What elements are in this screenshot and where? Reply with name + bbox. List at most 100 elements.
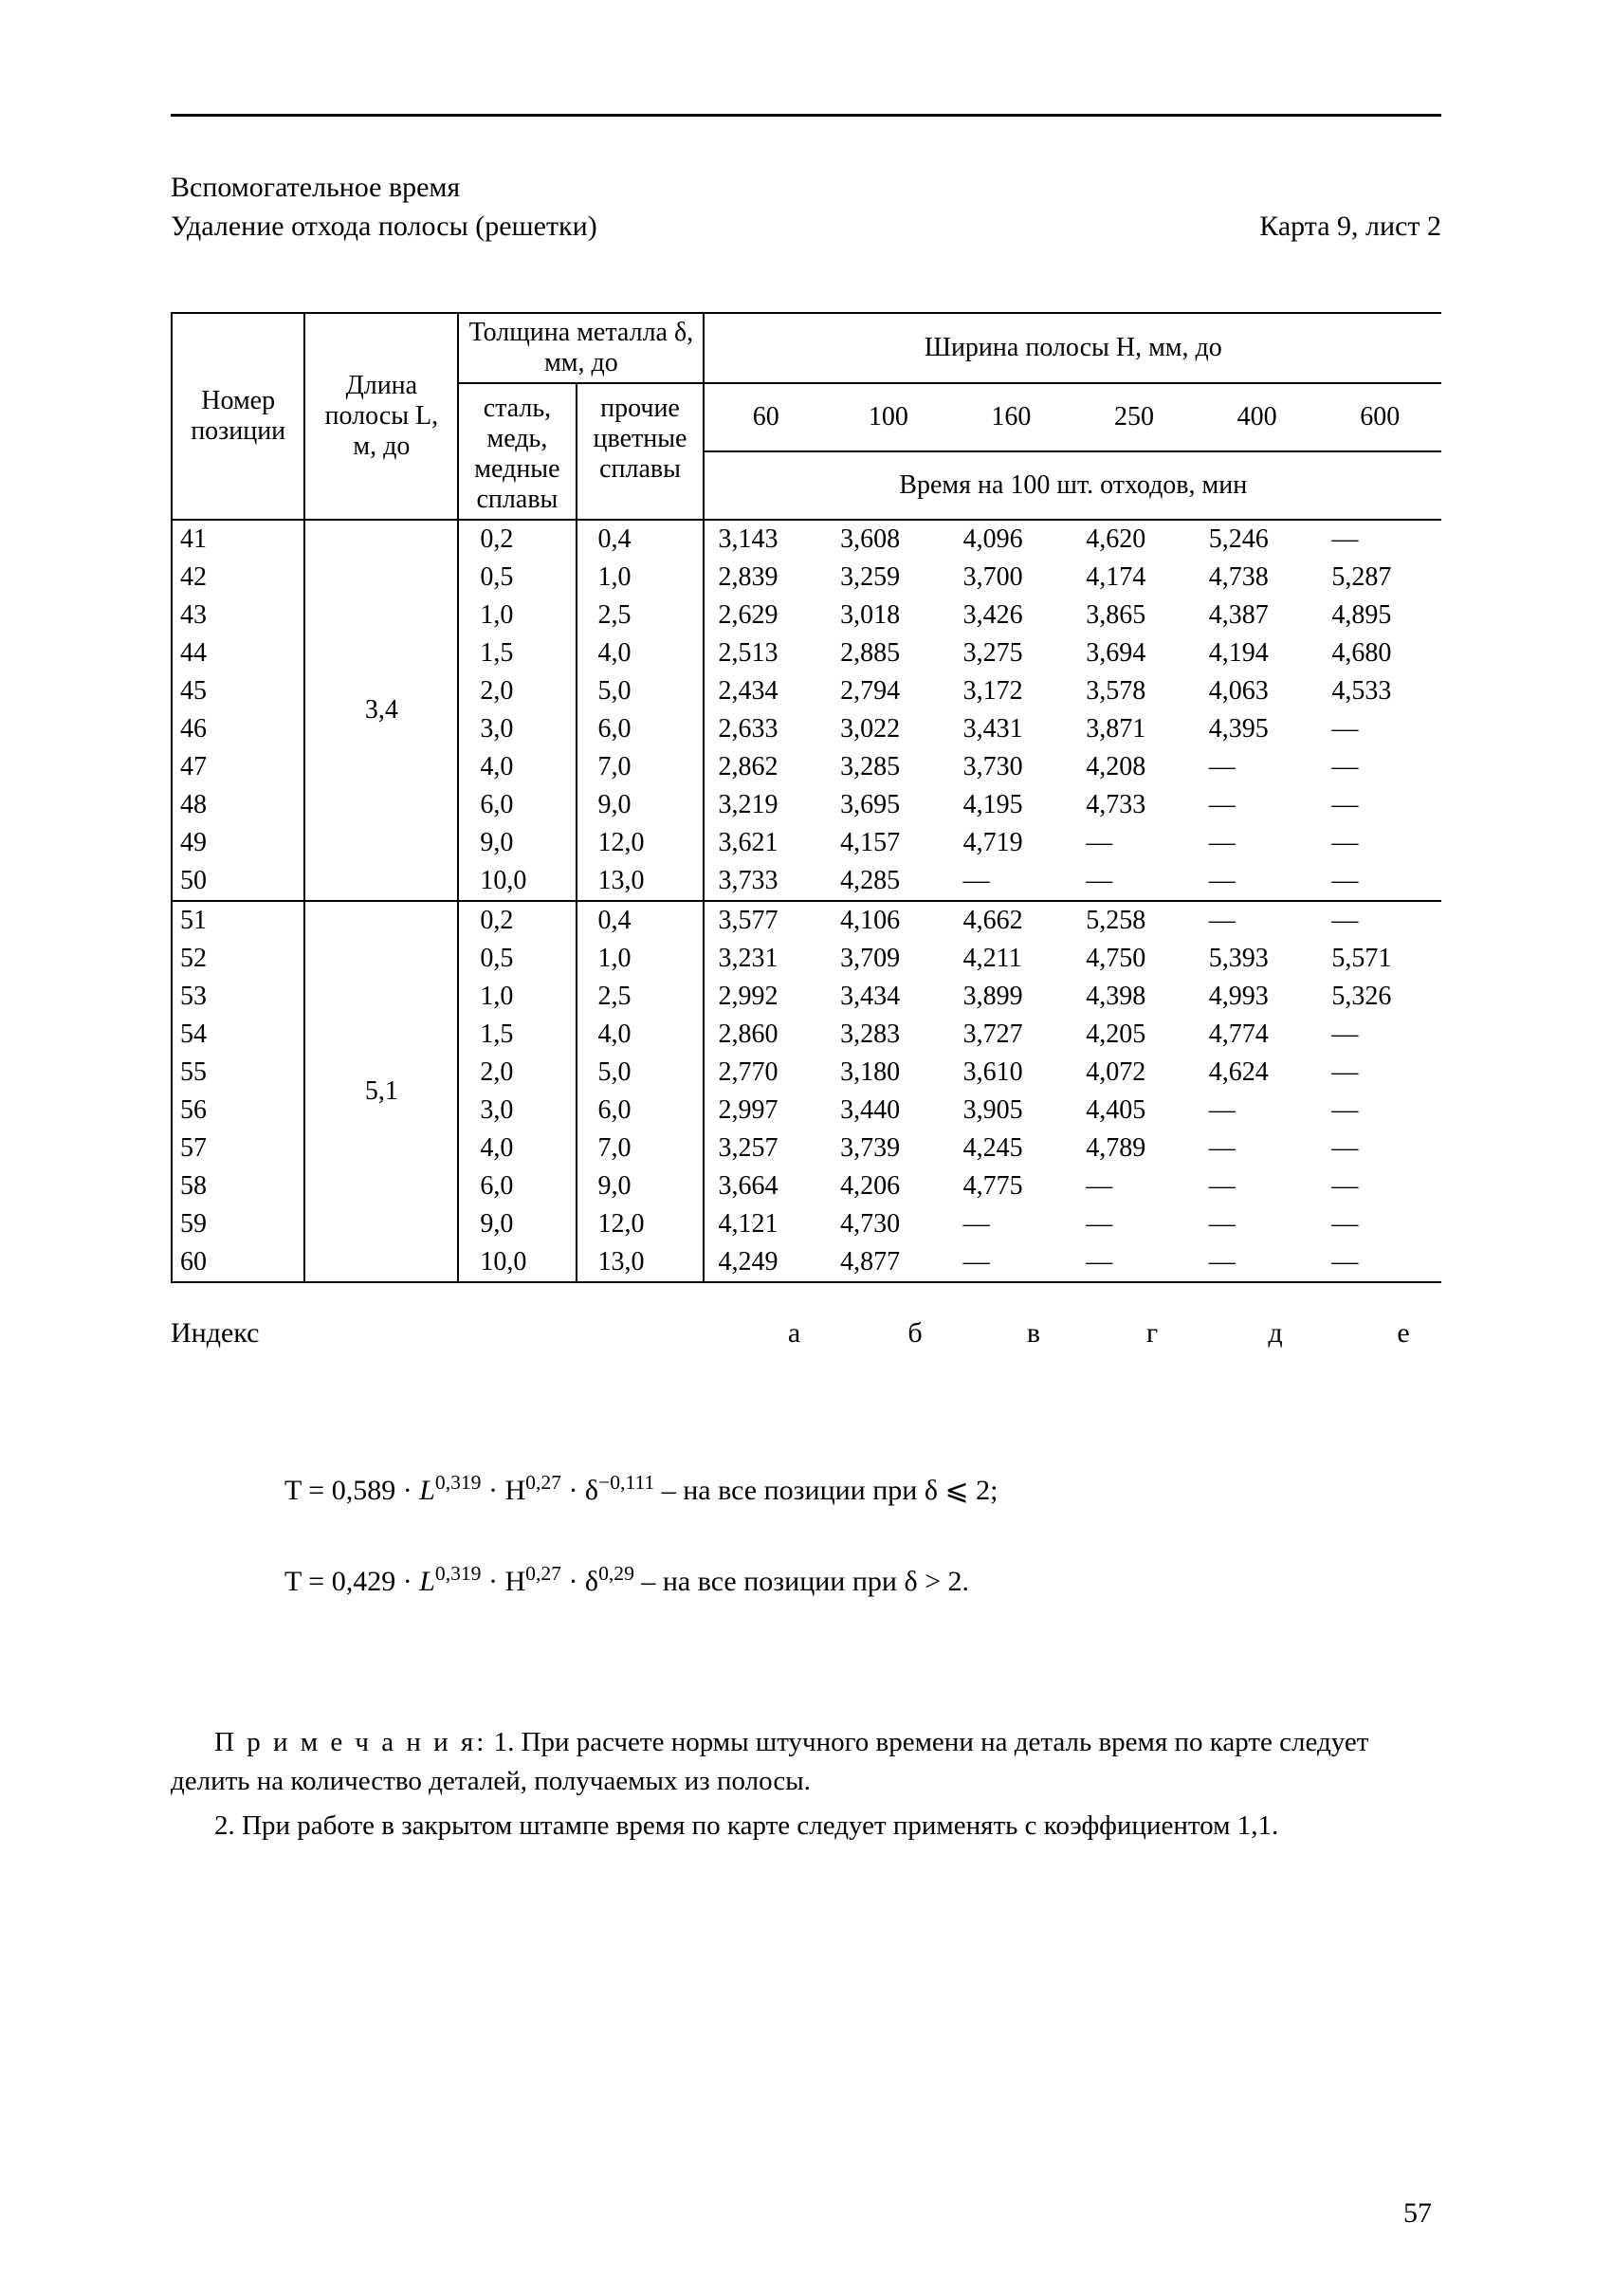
- cell-value: —: [1318, 1243, 1441, 1282]
- cell-value: 4,211: [950, 940, 1073, 978]
- cell-thk1: 6,0: [458, 1167, 576, 1205]
- cell-value: 3,608: [827, 520, 950, 559]
- cell-thk2: 1,0: [577, 559, 705, 597]
- cell-value: 4,285: [827, 862, 950, 901]
- cell-value: —: [1072, 862, 1196, 901]
- cell-value: 3,733: [704, 862, 827, 901]
- cell-value: —: [1196, 1167, 1319, 1205]
- notes-block: П р и м е ч а н и я: 1. При расчете норм…: [171, 1723, 1441, 1846]
- cell-thk1: 2,0: [458, 1054, 576, 1092]
- cell-value: 4,249: [704, 1243, 827, 1282]
- cell-value: —: [950, 1243, 1073, 1282]
- formula-2: T = 0,429 · L0,319 · H0,27 · δ0,29 – на …: [284, 1545, 1441, 1619]
- cell-value: 3,610: [950, 1054, 1073, 1092]
- cell-value: —: [1318, 1016, 1441, 1054]
- cell-value: 3,172: [950, 672, 1073, 710]
- col-pos: Номер позиции: [172, 313, 304, 520]
- cell-value: 4,620: [1072, 520, 1196, 559]
- cell-thk1: 0,2: [458, 520, 576, 559]
- cell-value: —: [1072, 824, 1196, 862]
- cell-length: 5,1: [304, 901, 458, 1282]
- cell-value: —: [1196, 1243, 1319, 1282]
- cell-value: 4,750: [1072, 940, 1196, 978]
- cell-value: 4,395: [1196, 710, 1319, 748]
- col-w400: 400: [1196, 383, 1319, 451]
- cell-value: 3,143: [704, 520, 827, 559]
- f1-post: – на все позиции при δ ⩽ 2;: [654, 1475, 998, 1506]
- cell-thk1: 1,0: [458, 978, 576, 1016]
- cell-value: 3,865: [1072, 597, 1196, 634]
- cell-value: 3,283: [827, 1016, 950, 1054]
- note-1: П р и м е ч а н и я: 1. При расчете норм…: [171, 1723, 1441, 1801]
- cell-value: —: [1318, 862, 1441, 901]
- header-row2: Удаление отхода полосы (решетки) Карта 9…: [171, 208, 1441, 247]
- cell-value: 3,426: [950, 597, 1073, 634]
- col-w160: 160: [950, 383, 1073, 451]
- f1-L-exp: 0,319: [435, 1471, 482, 1494]
- header-line2: Удаление отхода полосы (решетки): [171, 208, 597, 247]
- table-head: Номер позиции Длина полосы L, м, до Толщ…: [172, 313, 1441, 520]
- cell-pos: 48: [172, 786, 304, 824]
- cell-value: —: [1318, 710, 1441, 748]
- cell-value: 3,440: [827, 1092, 950, 1130]
- col-thk-sub2: прочие цветные сплавы: [577, 383, 705, 520]
- cell-value: 3,730: [950, 748, 1073, 786]
- cell-thk1: 3,0: [458, 1092, 576, 1130]
- cell-value: 4,072: [1072, 1054, 1196, 1092]
- cell-value: 2,997: [704, 1092, 827, 1130]
- cell-thk2: 5,0: [577, 672, 705, 710]
- col-thickness: Толщина металла δ, мм, до: [458, 313, 704, 383]
- cell-value: 5,246: [1196, 520, 1319, 559]
- cell-value: —: [1196, 1092, 1319, 1130]
- cell-value: 3,621: [704, 824, 827, 862]
- cell-value: —: [1318, 1092, 1441, 1130]
- cell-pos: 52: [172, 940, 304, 978]
- cell-value: 3,022: [827, 710, 950, 748]
- cell-pos: 56: [172, 1092, 304, 1130]
- cell-pos: 41: [172, 520, 304, 559]
- cell-value: 3,709: [827, 940, 950, 978]
- cell-value: —: [1196, 862, 1319, 901]
- cell-value: —: [1072, 1205, 1196, 1243]
- cell-value: 3,695: [827, 786, 950, 824]
- cell-value: 3,231: [704, 940, 827, 978]
- table-body: 413,40,20,43,1433,6084,0964,6205,246—420…: [172, 520, 1441, 1282]
- cell-value: 4,624: [1196, 1054, 1319, 1092]
- cell-value: 5,393: [1196, 940, 1319, 978]
- thk-sub1-text: сталь, медь, медные сплавы: [467, 388, 567, 515]
- cell-value: 4,205: [1072, 1016, 1196, 1054]
- cell-value: 2,794: [827, 672, 950, 710]
- f2-L-exp: 0,319: [435, 1562, 482, 1585]
- cell-pos: 53: [172, 978, 304, 1016]
- cell-value: 3,431: [950, 710, 1073, 748]
- index-d: д: [1214, 1317, 1337, 1350]
- cell-thk2: 7,0: [577, 748, 705, 786]
- cell-pos: 45: [172, 672, 304, 710]
- cell-value: 3,871: [1072, 710, 1196, 748]
- cell-thk1: 1,5: [458, 1016, 576, 1054]
- cell-value: —: [1072, 1167, 1196, 1205]
- cell-thk1: 0,2: [458, 901, 576, 940]
- cell-value: —: [1318, 748, 1441, 786]
- cell-thk1: 2,0: [458, 672, 576, 710]
- cell-thk2: 6,0: [577, 1092, 705, 1130]
- cell-value: 2,885: [827, 634, 950, 672]
- cell-pos: 60: [172, 1243, 304, 1282]
- table-wrapper: Номер позиции Длина полосы L, м, до Толщ…: [171, 312, 1441, 1283]
- cell-value: 3,700: [950, 559, 1073, 597]
- cell-value: 4,895: [1318, 597, 1441, 634]
- cell-thk1: 10,0: [458, 1243, 576, 1282]
- table-row: 515,10,20,43,5774,1064,6625,258——: [172, 901, 1441, 940]
- data-table: Номер позиции Длина полосы L, м, до Толщ…: [171, 312, 1441, 1283]
- col-w600: 600: [1318, 383, 1441, 451]
- cell-value: 3,018: [827, 597, 950, 634]
- cell-thk2: 2,5: [577, 978, 705, 1016]
- cell-value: 2,513: [704, 634, 827, 672]
- f1-H-exp: 0,27: [525, 1471, 561, 1494]
- cell-value: 3,577: [704, 901, 827, 940]
- cell-pos: 58: [172, 1167, 304, 1205]
- cell-value: —: [1196, 824, 1319, 862]
- cell-value: 4,738: [1196, 559, 1319, 597]
- f2-post: – на все позиции при δ > 2.: [634, 1566, 969, 1597]
- cell-thk1: 0,5: [458, 940, 576, 978]
